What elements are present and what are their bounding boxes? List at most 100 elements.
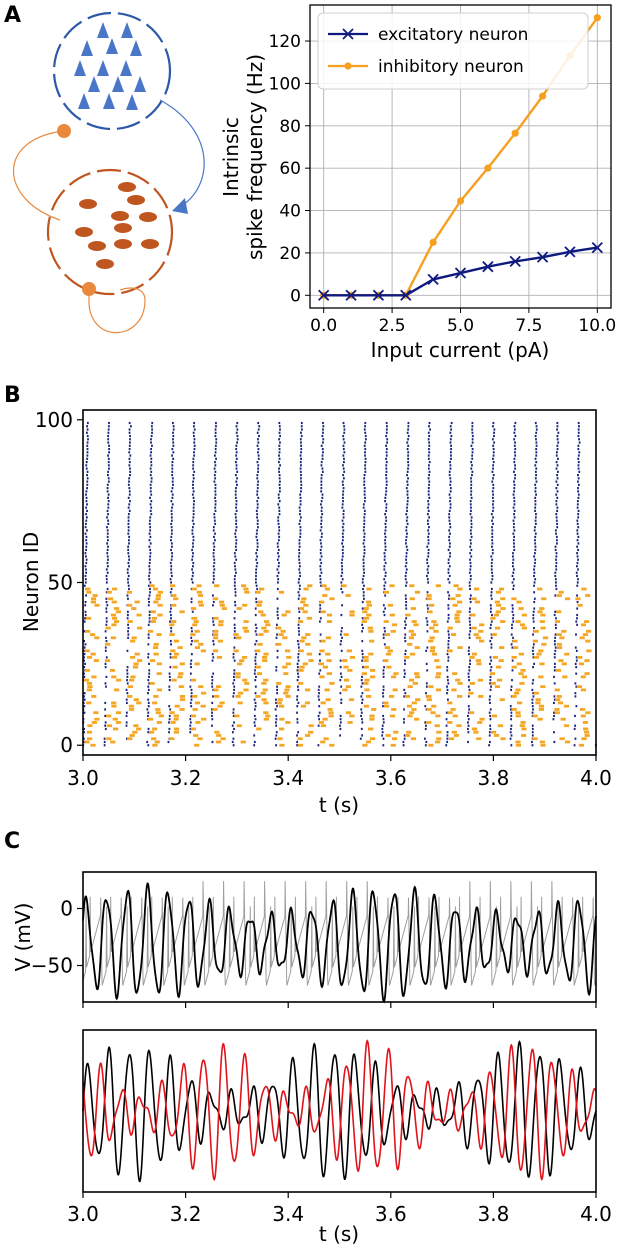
excitatory-spike [297, 581, 300, 584]
inhibitory-spike [94, 636, 100, 640]
inhibitory-spike [236, 724, 242, 728]
excitatory-spike [300, 428, 303, 431]
arrowhead-icon [172, 198, 188, 214]
inhibitory-spike [414, 717, 420, 721]
inhibitory-spike [412, 681, 418, 685]
excitatory-spike [235, 542, 238, 545]
inhibitory-spike [219, 603, 225, 607]
excitatory-spike [275, 724, 278, 727]
inhibitory-spike [133, 724, 139, 728]
inhibitory-spike [563, 724, 570, 728]
excitatory-spike [363, 548, 366, 552]
fi-y-tick-label: 40 [279, 202, 301, 222]
excitatory-spike [108, 447, 111, 451]
excitatory-spike [169, 610, 172, 613]
inhibitory-spike [475, 659, 481, 663]
excitatory-spike [575, 666, 578, 669]
excitatory-spike [149, 529, 152, 532]
excitatory-spike [191, 581, 194, 584]
excitatory-spike [107, 545, 109, 548]
excitatory-spike [447, 646, 450, 649]
inhibitory-spike [217, 639, 224, 643]
excitatory-spike [341, 578, 344, 581]
excitatory-spike [234, 600, 236, 604]
inhibitory-spike [153, 600, 159, 604]
inhibitory-spike [473, 730, 479, 734]
inhibitory-spike [320, 639, 326, 643]
excitatory-spike [382, 695, 385, 698]
inhibitory-spike [218, 600, 225, 604]
excitatory-spike [322, 451, 324, 454]
excitatory-spike [126, 649, 129, 652]
excitatory-spike [299, 503, 302, 506]
excitatory-spike [150, 480, 153, 483]
excitatory-spike [446, 692, 448, 695]
inhibitory-spike [515, 714, 521, 718]
excitatory-spike [449, 500, 451, 503]
excitatory-spike [574, 724, 577, 727]
inhibitory-spike [111, 701, 117, 705]
inhibitory-spike [468, 711, 475, 715]
excitatory-spike [425, 685, 428, 688]
inhibitory-spike [387, 603, 394, 607]
excitatory-spike [84, 574, 87, 578]
excitatory-spike [213, 561, 216, 565]
excitatory-spike [322, 438, 325, 441]
excitatory-spike [577, 535, 580, 539]
excitatory-spike [385, 467, 388, 470]
excitatory-spike [576, 565, 578, 568]
excitatory-spike [384, 532, 386, 535]
excitatory-spike [127, 545, 130, 548]
excitatory-spike [214, 503, 217, 506]
excitatory-spike [211, 740, 214, 744]
inhibitory-spike [318, 721, 324, 724]
inhibitory-spike [476, 662, 482, 666]
inhibitory-spike [84, 668, 90, 672]
excitatory-spike [255, 584, 258, 587]
excitatory-spike [235, 454, 238, 457]
excitatory-spike [214, 431, 217, 434]
excitatory-spike [449, 460, 451, 464]
excitatory-spike [489, 714, 492, 718]
excitatory-spike [84, 578, 87, 581]
excitatory-spike [192, 496, 195, 499]
excitatory-spike [385, 487, 388, 490]
inhibitory-spike [494, 600, 500, 604]
excitatory-spike [407, 421, 410, 425]
inhibitory-spike [457, 600, 463, 604]
excitatory-spike [253, 734, 256, 737]
excitatory-spike [577, 444, 580, 447]
fi-legend-box [317, 12, 589, 90]
excitatory-spike [129, 473, 131, 477]
excitatory-spike [364, 438, 367, 441]
inhibitory-spike [479, 623, 485, 627]
excitatory-spike [235, 539, 238, 542]
excitatory-spike [426, 591, 429, 594]
inhibitory-spike [128, 708, 135, 711]
inhibitory-spike [435, 714, 441, 718]
excitatory-spike [578, 438, 580, 441]
inhibitory-spike [107, 597, 114, 601]
excitatory-spike [256, 483, 259, 486]
excitatory-spike [362, 506, 365, 509]
inhibitory-spike [90, 652, 96, 656]
inhibitory-spike [177, 675, 183, 679]
excitatory-spike [128, 542, 130, 545]
excitatory-spike [578, 451, 581, 454]
inhibitory-spike [361, 672, 367, 676]
excitatory-spike [322, 421, 324, 425]
excitatory-spike [513, 428, 516, 431]
inhibitory-spike [452, 714, 458, 718]
excitatory-spike [235, 526, 238, 529]
excitatory-spike [491, 578, 494, 581]
excitatory-spike [127, 529, 130, 532]
excitatory-spike [513, 438, 516, 441]
excitatory-spike [446, 731, 449, 734]
excitatory-spike [553, 613, 556, 617]
excitatory-spike [407, 425, 410, 428]
inhibitory-data-point [456, 197, 465, 205]
excitatory-spike [428, 441, 430, 444]
raster-x-axis-label: t (s) [319, 793, 359, 817]
inhibitory-spike [173, 597, 179, 601]
